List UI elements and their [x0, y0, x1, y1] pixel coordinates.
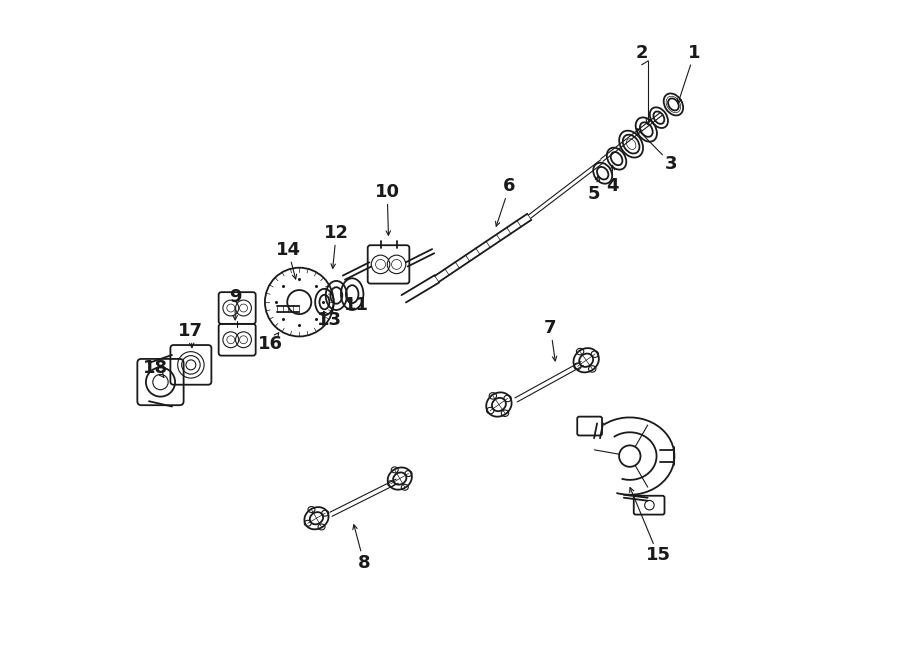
Text: 14: 14: [275, 241, 301, 259]
Text: 17: 17: [178, 321, 203, 340]
Text: 6: 6: [503, 177, 516, 196]
Text: 9: 9: [229, 288, 241, 307]
Text: 11: 11: [344, 296, 369, 315]
Text: 4: 4: [606, 177, 618, 196]
Text: 5: 5: [588, 185, 600, 204]
Text: 8: 8: [358, 554, 371, 572]
Text: 7: 7: [544, 319, 557, 337]
Text: 13: 13: [317, 311, 342, 329]
Text: 15: 15: [645, 546, 670, 564]
Text: 1: 1: [688, 44, 701, 62]
Text: 2: 2: [635, 44, 648, 62]
Text: 3: 3: [665, 155, 678, 173]
Text: 10: 10: [374, 182, 400, 201]
Text: 12: 12: [324, 223, 349, 242]
Text: 16: 16: [257, 334, 283, 353]
Text: 18: 18: [143, 358, 168, 377]
